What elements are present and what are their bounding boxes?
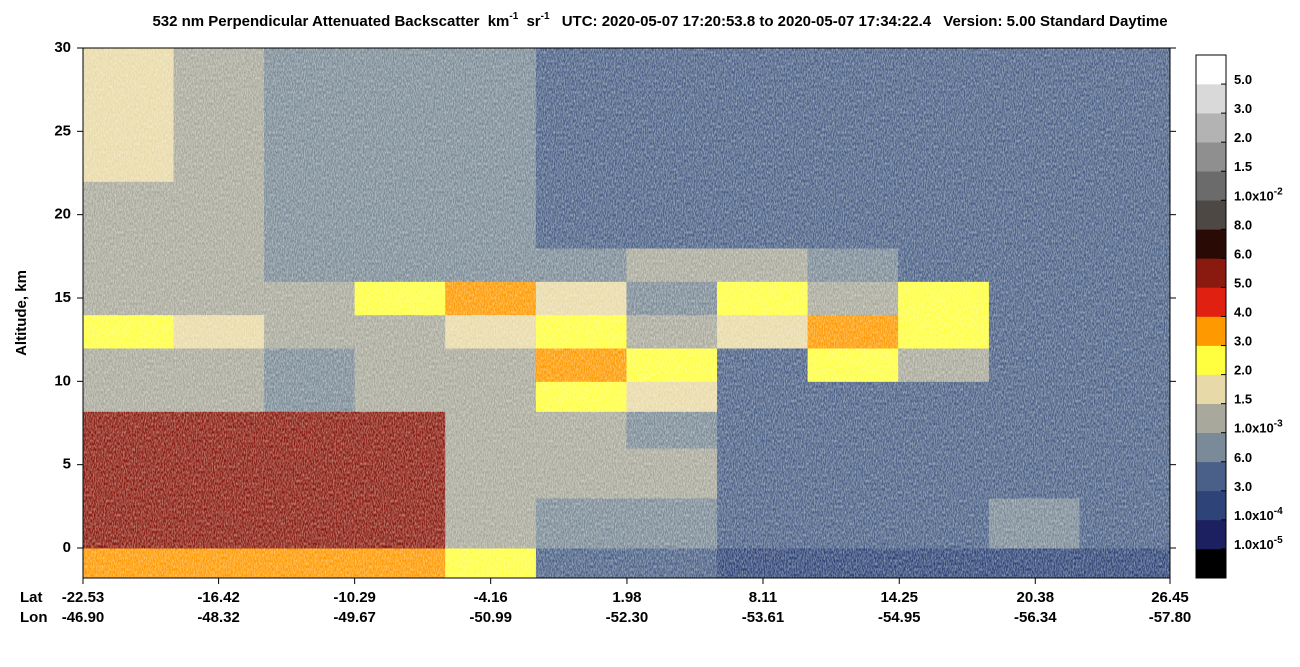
x-tick-label: 20.38 [1017, 589, 1055, 606]
colorbar-swatch [1196, 490, 1226, 521]
colorbar-label-text: 3.0 [1234, 479, 1252, 494]
colorbar-swatch [1196, 142, 1226, 172]
x-tick-label: 8.11 [749, 589, 777, 606]
x2-tick-label: -50.99 [469, 609, 512, 626]
colorbar-label: 2.0 [1234, 131, 1252, 146]
axes: 0 5 10 15 20 25 30 -22.53 -46.90 -16.42 -48.32 -10.… [54, 39, 1191, 626]
colorbar-label-text: 3.0 [1234, 102, 1252, 117]
colorbar-swatch [1196, 287, 1226, 317]
colorbar-label: 1.5 [1234, 160, 1252, 175]
x2-tick-label: -56.34 [1014, 609, 1057, 626]
colorbar-label: 6.0 [1234, 247, 1252, 262]
colorbar-label: 3.0 [1234, 334, 1252, 349]
colorbar-swatch [1196, 84, 1226, 114]
x2-tick-label: -46.90 [62, 609, 105, 626]
colorbar-label-exp: -5 [1274, 535, 1283, 546]
colorbar-label-text: 1.0x10 [1234, 537, 1274, 552]
x-axis-label: Lat [20, 589, 43, 606]
colorbar-label-text: 1.0x10 [1234, 189, 1274, 204]
colorbar-label: 3.0 [1234, 102, 1252, 117]
colorbar: 1.0x10-51.0x10-43.06.01.0x10-31.52.03.04… [1195, 54, 1283, 579]
colorbar-swatch [1196, 519, 1226, 550]
x2-tick-label: -53.61 [742, 609, 785, 626]
colorbar-label-exp: -4 [1274, 506, 1283, 517]
colorbar-swatch [1196, 55, 1226, 85]
colorbar-swatch [1196, 403, 1226, 434]
colorbar-label: 5.0 [1234, 72, 1252, 87]
x-tick-label: 14.25 [880, 589, 918, 606]
x2-tick-label: -54.95 [878, 609, 921, 626]
colorbar-label-text: 6.0 [1234, 450, 1252, 465]
colorbar-label: 1.0x10-3 [1234, 418, 1283, 436]
colorbar-label-text: 5.0 [1234, 276, 1252, 291]
colorbar-label-text: 3.0 [1234, 334, 1252, 349]
colorbar-label-text: 1.0x10 [1234, 508, 1274, 523]
y-tick-label: 10 [54, 372, 71, 389]
colorbar-swatch [1196, 432, 1226, 463]
y-tick-label: 25 [54, 122, 71, 139]
y-tick-label: 0 [63, 539, 71, 556]
colorbar-label: 2.0 [1234, 363, 1252, 378]
colorbar-label-exp: -3 [1274, 418, 1283, 429]
y-tick-label: 20 [54, 206, 71, 223]
colorbar-swatch [1196, 316, 1226, 346]
x2-tick-label: -49.67 [333, 609, 376, 626]
colorbar-label-exp: -2 [1274, 186, 1283, 197]
y-tick-label: 5 [63, 456, 71, 473]
colorbar-label-text: 1.5 [1234, 160, 1252, 175]
colorbar-label: 8.0 [1234, 218, 1252, 233]
colorbar-label: 1.0x10-5 [1234, 535, 1283, 553]
x-tick-label: 26.45 [1151, 589, 1189, 606]
y-tick-label: 15 [54, 289, 71, 306]
colorbar-label: 6.0 [1234, 450, 1252, 465]
colorbar-label-text: 4.0 [1234, 305, 1252, 320]
colorbar-swatch [1196, 200, 1226, 230]
colorbar-label: 3.0 [1234, 479, 1252, 494]
x2-tick-label: -48.32 [197, 609, 240, 626]
x2-tick-label: -57.80 [1149, 609, 1192, 626]
x2-axis-label: Lon [20, 609, 48, 626]
colorbar-label: 1.0x10-4 [1234, 506, 1283, 524]
colorbar-swatch [1196, 258, 1226, 288]
colorbar-label-text: 1.0x10 [1234, 421, 1274, 436]
colorbar-label-text: 2.0 [1234, 363, 1252, 378]
colorbar-swatch [1196, 171, 1226, 201]
colorbar-label: 5.0 [1234, 276, 1252, 291]
chart-title: 532 nm Perpendicular Attenuated Backscat… [152, 7, 1167, 30]
x-tick-label: -10.29 [333, 589, 376, 606]
y-axis-label: Altitude, km [13, 270, 30, 356]
colorbar-swatch [1196, 345, 1226, 375]
colorbar-label: 4.0 [1234, 305, 1252, 320]
colorbar-swatch [1196, 374, 1226, 404]
colorbar-swatch [1196, 229, 1226, 259]
x-tick-label: 1.98 [612, 589, 641, 606]
colorbar-label-text: 2.0 [1234, 131, 1252, 146]
colorbar-swatch [1196, 461, 1226, 492]
colorbar-swatch [1196, 548, 1226, 579]
colorbar-swatch [1196, 113, 1226, 143]
speckle-texture [83, 48, 1170, 578]
colorbar-label: 1.0x10-2 [1234, 186, 1283, 204]
colorbar-label: 1.5 [1234, 392, 1252, 407]
colorbar-label-text: 6.0 [1234, 247, 1252, 262]
colorbar-label-text: 1.5 [1234, 392, 1252, 407]
x-tick-label: -4.16 [474, 589, 508, 606]
x2-tick-label: -52.30 [606, 609, 649, 626]
x-tick-label: -16.42 [197, 589, 240, 606]
colorbar-label-text: 5.0 [1234, 72, 1252, 87]
colorbar-label-text: 8.0 [1234, 218, 1252, 233]
x-tick-label: -22.53 [62, 589, 105, 606]
y-tick-label: 30 [54, 39, 71, 56]
